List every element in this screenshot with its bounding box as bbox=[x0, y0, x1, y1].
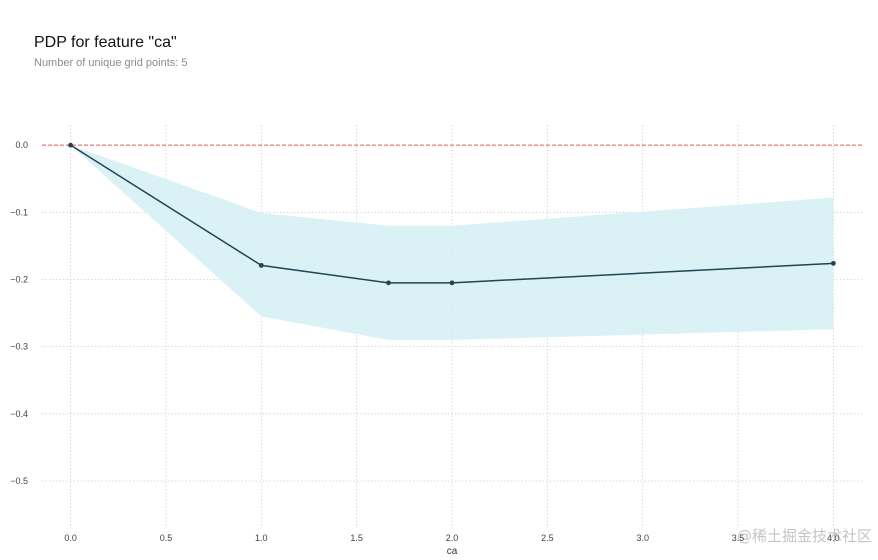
y-tick-label: −0.1 bbox=[10, 207, 28, 217]
x-tick-label: 0.0 bbox=[64, 533, 77, 543]
x-tick-label: 2.5 bbox=[541, 533, 554, 543]
y-tick-label: 0.0 bbox=[15, 140, 28, 150]
chart-subtitle: Number of unique grid points: 5 bbox=[34, 57, 188, 69]
pdp-point bbox=[449, 280, 455, 286]
x-tick-label: 0.5 bbox=[160, 533, 173, 543]
y-tick-label: −0.4 bbox=[10, 409, 28, 419]
x-tick-label: 3.5 bbox=[732, 533, 745, 543]
x-tick-label: 3.0 bbox=[636, 533, 649, 543]
pdp-point bbox=[830, 260, 836, 266]
pdp-point bbox=[386, 280, 391, 286]
y-tick-label: −0.5 bbox=[10, 476, 28, 486]
chart-title: PDP for feature "ca" bbox=[34, 34, 177, 51]
x-tick-label: 1.5 bbox=[350, 533, 363, 543]
watermark: @稀土掘金技术社区 bbox=[736, 527, 872, 545]
x-axis-label: ca bbox=[447, 546, 458, 557]
x-tick-label: 4.0 bbox=[827, 533, 840, 543]
y-tick-label: −0.2 bbox=[10, 274, 28, 284]
confidence-band bbox=[70, 145, 834, 340]
y-tick-label: −0.3 bbox=[10, 342, 28, 352]
x-tick-label: 2.0 bbox=[446, 533, 459, 543]
pdp-point bbox=[68, 142, 74, 148]
pdp-point bbox=[258, 262, 264, 268]
x-tick-label: 1.0 bbox=[255, 533, 268, 543]
